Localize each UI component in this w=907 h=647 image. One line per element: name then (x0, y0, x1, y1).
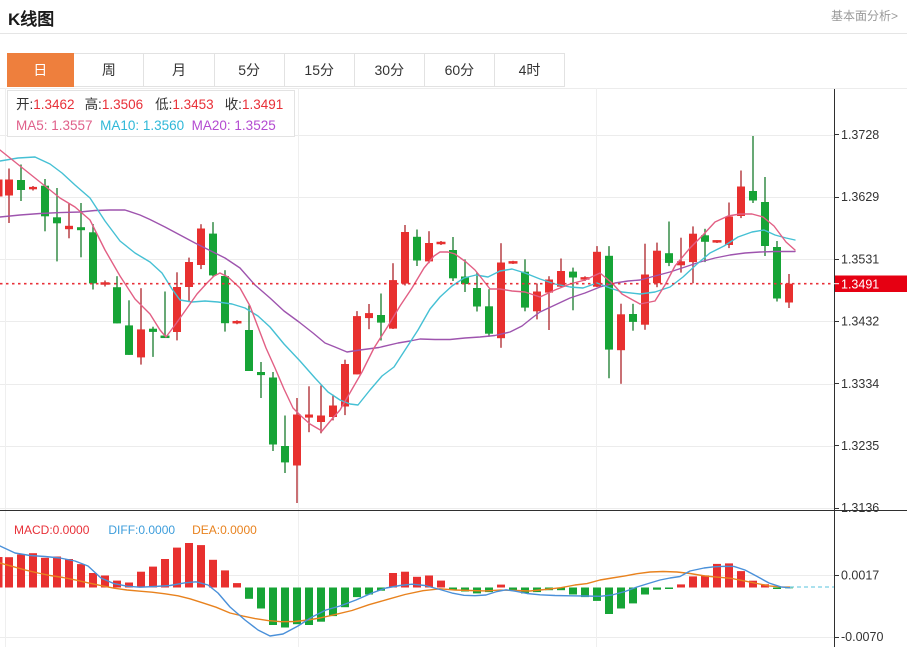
svg-text:1.3136: 1.3136 (841, 501, 879, 515)
svg-text:0.0017: 0.0017 (841, 569, 879, 583)
svg-text:1.3491: 1.3491 (841, 277, 879, 291)
svg-text:-0.0070: -0.0070 (841, 630, 883, 644)
svg-text:1.3432: 1.3432 (841, 315, 879, 329)
svg-text:1.3235: 1.3235 (841, 439, 879, 453)
svg-text:1.3728: 1.3728 (841, 128, 879, 142)
svg-text:1.3334: 1.3334 (841, 377, 879, 391)
svg-text:1.3531: 1.3531 (841, 252, 879, 266)
svg-text:1.3629: 1.3629 (841, 190, 879, 204)
